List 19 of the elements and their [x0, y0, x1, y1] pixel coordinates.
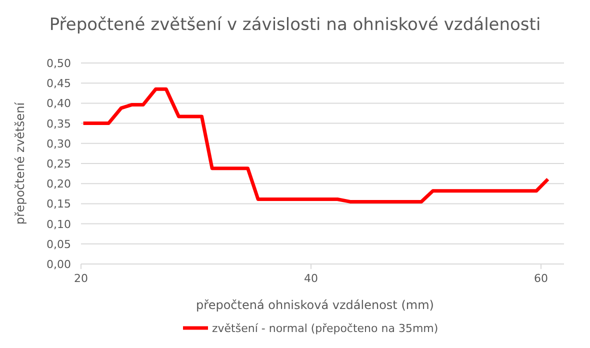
y-tick-label: 0,05	[46, 238, 71, 251]
line-series	[82, 87, 550, 204]
y-tick-label: 0,25	[46, 158, 71, 170]
y-tick-label: 0,40	[46, 97, 71, 110]
y-tick-label: 0,50	[46, 57, 71, 70]
y-axis-title: přepočtené zvětšení	[13, 102, 27, 225]
y-tick-label: 0,00	[46, 258, 71, 271]
y-tick-label: 0,10	[46, 218, 71, 231]
x-tick-label: 60	[534, 272, 548, 285]
legend-label: zvětšení - normal (přepočteno na 35mm)	[212, 322, 438, 335]
y-tick-label: 0,20	[46, 178, 71, 191]
y-tick-label: 0,45	[46, 77, 71, 90]
x-axis-title: přepočtená ohnisková vzdálenost (mm)	[196, 298, 434, 312]
y-tick-label: 0,15	[46, 198, 71, 211]
x-tick-label: 20	[74, 272, 88, 285]
y-tick-label: 0,30	[46, 137, 71, 150]
chart-title: Přepočtené zvětšení v závislosti na ohniskové vzdálenosti	[49, 15, 541, 35]
x-tick-label: 40	[304, 272, 318, 285]
y-tick-label: 0,35	[46, 117, 71, 130]
